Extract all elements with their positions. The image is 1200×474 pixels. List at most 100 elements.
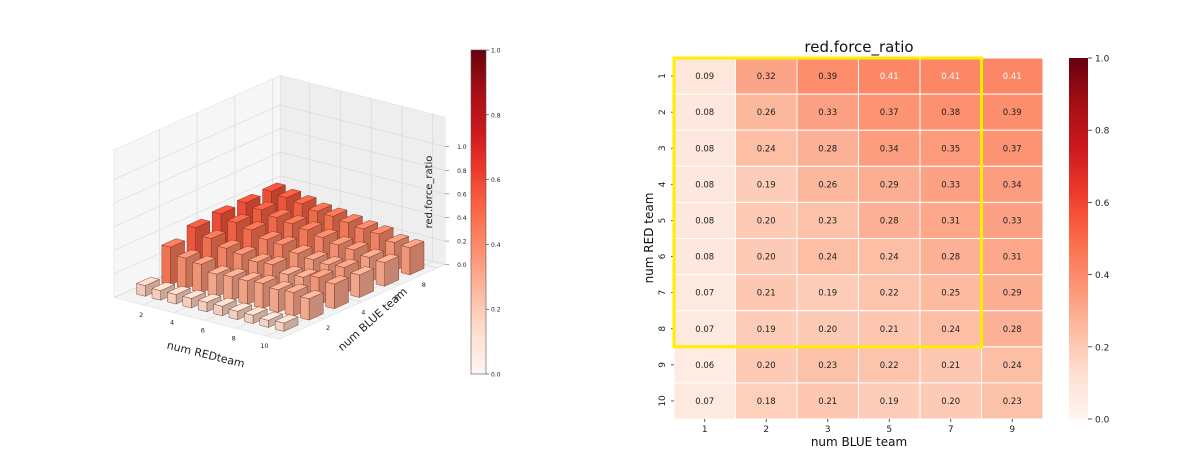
x-tick-label: 7 bbox=[948, 425, 954, 435]
x-tick-label: 2 bbox=[139, 311, 143, 319]
colorbar-tick-label: 0.2 bbox=[491, 307, 501, 314]
heatmap-cell-value: 0.23 bbox=[1003, 397, 1022, 407]
y-tick-label: 4 bbox=[658, 181, 668, 187]
heatmap-cell bbox=[858, 238, 921, 276]
colorbar-right: 0.0 0.2 0.4 0.6 0.8 1.0 bbox=[1069, 55, 1110, 426]
bar3d-face bbox=[223, 274, 233, 301]
heatmap-cell-value: 0.06 bbox=[695, 361, 714, 371]
colorbar-tick-label: 0.6 bbox=[1095, 199, 1110, 209]
heatmap-cell-value: 0.33 bbox=[941, 180, 960, 190]
bar3d-face bbox=[207, 271, 217, 297]
x-tick-label: 5 bbox=[886, 425, 892, 435]
bar3d-face bbox=[313, 228, 338, 238]
colorbar-tick-label: 1.0 bbox=[491, 48, 501, 55]
bar3d-face bbox=[329, 236, 354, 246]
heatmap-cell bbox=[858, 346, 921, 384]
y-tick-label: 6 bbox=[658, 253, 668, 259]
heatmap-cell-value: 0.29 bbox=[1003, 289, 1022, 299]
z-tick-label: 0.0 bbox=[457, 262, 467, 269]
heatmap-cell bbox=[858, 57, 921, 95]
bar3d-face bbox=[247, 253, 273, 263]
x-tick-label: 9 bbox=[1009, 425, 1015, 435]
z-tick-label: 1.0 bbox=[457, 144, 467, 151]
z-axis-label: red.force_ratio bbox=[424, 156, 435, 229]
highlight-box bbox=[672, 56, 983, 349]
bar3d-face bbox=[161, 244, 171, 286]
heatmap-cell-value: 0.22 bbox=[880, 289, 899, 299]
heatmap-cell bbox=[796, 238, 859, 276]
heatmap-cell-value: 0.20 bbox=[818, 325, 837, 335]
colorbar-left: 0.0 0.2 0.4 0.6 0.8 1.0 bbox=[470, 48, 501, 379]
heatmap-cell-value: 0.25 bbox=[941, 289, 960, 299]
bar3d-face bbox=[278, 265, 303, 275]
heatmap-cell-value: 0.41 bbox=[941, 72, 960, 82]
bar3d-face bbox=[277, 188, 302, 198]
grid-line bbox=[113, 128, 446, 204]
y-tick-label: 6 bbox=[394, 294, 398, 302]
heatmap-cell bbox=[673, 346, 736, 384]
colorbar-right-gradient bbox=[1069, 58, 1088, 419]
heatmap-cell bbox=[735, 382, 798, 420]
bar3d bbox=[375, 253, 400, 287]
x-tick-label: 1 bbox=[702, 425, 708, 435]
y-tick-label: 8 bbox=[422, 281, 426, 289]
heatmap-cell bbox=[735, 165, 798, 203]
heatmap-value-labels: 0.09 0.32 0.39 0.41 0.41 0.41 0.08 0.26 0.33 0.37… bbox=[695, 72, 1021, 407]
bar3d bbox=[243, 306, 268, 324]
bar3d-face bbox=[323, 207, 348, 217]
colorbar-tick-label: 0.4 bbox=[1095, 271, 1110, 281]
heatmap-cell bbox=[673, 201, 736, 239]
axis-ticks: 2 4 6 8 10 2 4 6 8 0.0 0.2 0.4 0.6 0.8 1.0 bbox=[139, 144, 467, 350]
heatmap-cell-value: 0.20 bbox=[757, 361, 776, 371]
bar3d-face bbox=[238, 272, 263, 282]
heatmap-cell-value: 0.20 bbox=[757, 253, 776, 263]
bar3d-face bbox=[207, 265, 232, 275]
heatmap-cell bbox=[858, 165, 921, 203]
heatmap-cell-value: 0.24 bbox=[941, 325, 960, 335]
bar3d-face bbox=[176, 249, 201, 259]
heatmap-cell-value: 0.31 bbox=[941, 216, 960, 226]
heatmap-cell-value: 0.19 bbox=[757, 180, 776, 190]
heatmap-cell-value: 0.19 bbox=[757, 325, 776, 335]
heatmap-cell bbox=[735, 238, 798, 276]
heatmap-cell bbox=[981, 129, 1044, 167]
bar3d bbox=[212, 297, 238, 317]
bar3d-face bbox=[268, 281, 294, 291]
bar3d-face bbox=[186, 218, 211, 228]
heatmap-cell-value: 0.39 bbox=[1003, 108, 1022, 118]
bar3d-face bbox=[201, 229, 226, 239]
bar3d-face bbox=[257, 231, 282, 241]
bar3d-face bbox=[400, 238, 425, 248]
heatmap-cell-value: 0.24 bbox=[818, 253, 837, 263]
z-tick-label: 0.2 bbox=[457, 239, 467, 246]
heatmap-cell-value: 0.20 bbox=[941, 397, 960, 407]
bar3d-face bbox=[243, 306, 268, 316]
heatmap-cell-value: 0.28 bbox=[941, 253, 960, 263]
heatmap-cell bbox=[796, 310, 859, 348]
bar3d-face bbox=[267, 208, 292, 218]
heatmap-cell-value: 0.31 bbox=[1003, 253, 1022, 263]
heatmap-cell-value: 0.32 bbox=[757, 72, 776, 82]
heatmap-cell-value: 0.18 bbox=[757, 397, 776, 407]
bars-group bbox=[135, 182, 425, 332]
heatmap-cell-value: 0.41 bbox=[880, 72, 899, 82]
heatmap-cell bbox=[858, 382, 921, 420]
bar3d-face bbox=[273, 236, 298, 246]
z-tick-label: 0.4 bbox=[457, 215, 467, 222]
heatmap-cell-value: 0.26 bbox=[757, 108, 776, 118]
heatmap-cell bbox=[673, 382, 736, 420]
heatmap-x-axis-label: num BLUE team bbox=[811, 435, 907, 449]
bar3d bbox=[228, 302, 253, 321]
heatmap-y-axis-label: num RED team bbox=[642, 193, 656, 284]
heatmap-cell bbox=[981, 346, 1044, 384]
heatmap-cell bbox=[796, 165, 859, 203]
bar3d-face bbox=[375, 253, 400, 263]
heatmap-cell bbox=[735, 346, 798, 384]
bar3d-face bbox=[300, 296, 310, 321]
heatmap-cell-value: 0.24 bbox=[757, 144, 776, 154]
heatmap-cell-value: 0.34 bbox=[1003, 180, 1022, 190]
heatmap-y-ticks: 1 2 3 4 5 6 7 8 9 10 bbox=[658, 73, 674, 407]
heatmap-cell bbox=[981, 165, 1044, 203]
bar3d-face bbox=[325, 281, 335, 310]
